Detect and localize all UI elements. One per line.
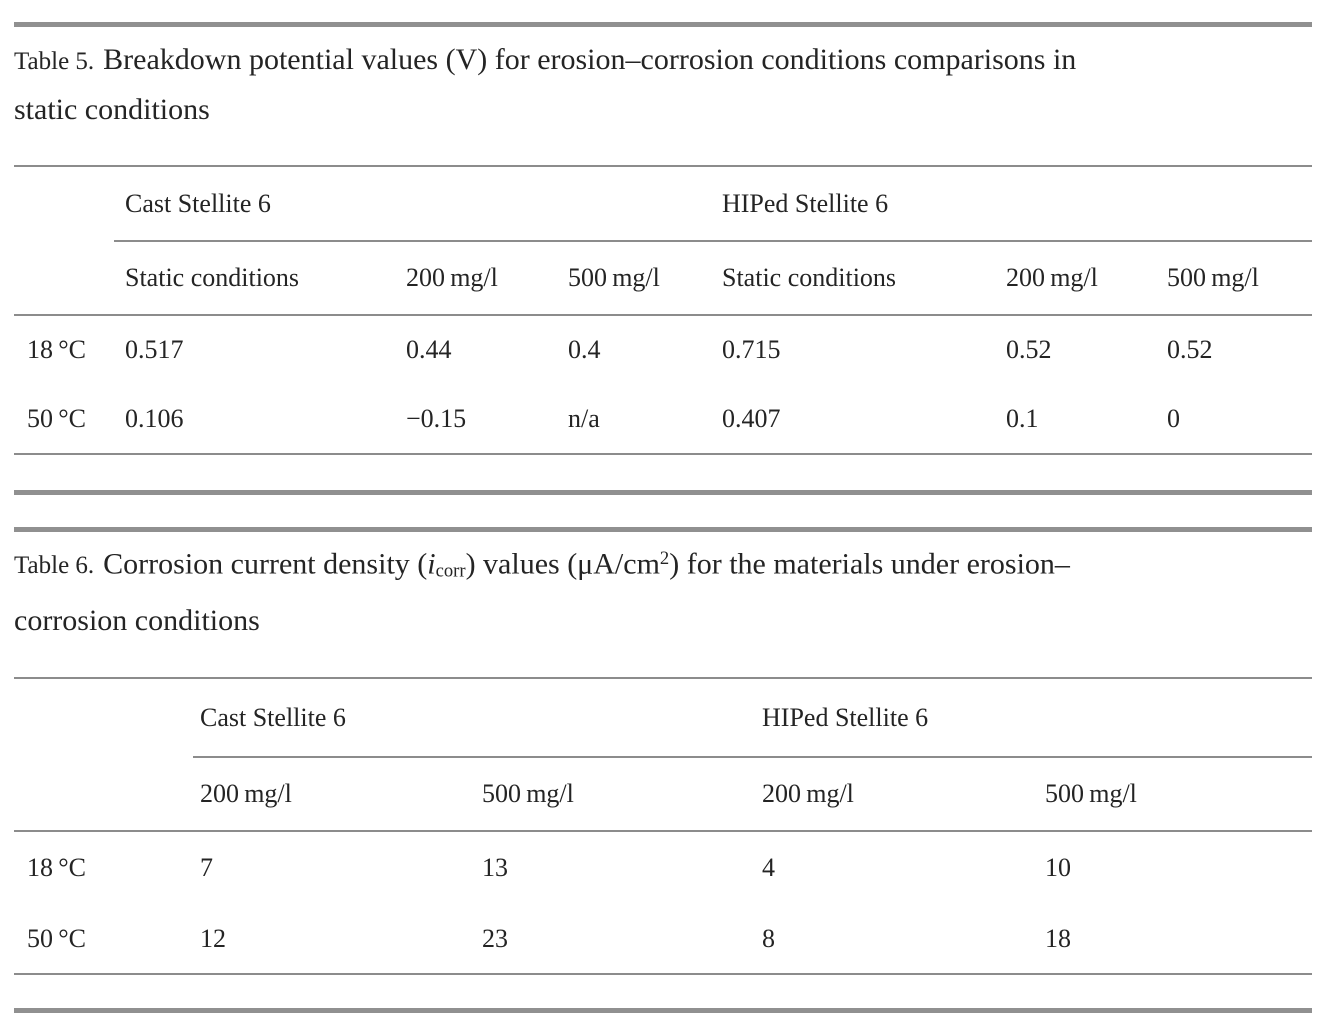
value-cell: 0.44 <box>406 335 452 364</box>
table6-row-18c: 18 °C 7 13 4 10 <box>14 831 1312 904</box>
row-label-cell: 18 °C <box>27 335 86 364</box>
table5-caption-label: Table 5. <box>14 48 95 75</box>
value-cell: 18 <box>1045 904 1313 976</box>
table5-colheader-static-cast: Static conditions <box>114 241 406 316</box>
table6-bottom-gap <box>0 975 1336 1008</box>
between-tables-spacer <box>0 495 1336 527</box>
table6-caption-post: ) for the materials under erosion– <box>669 547 1070 581</box>
value-cell: 0.106 <box>114 384 406 455</box>
table6-block: Table 6. Corrosion current density (icorr… <box>0 527 1336 1014</box>
table5-colheader-static-hiped: Static conditions <box>722 241 1006 316</box>
table5-group-cast: Cast Stellite 6 <box>114 166 722 242</box>
table6-caption: Table 6. Corrosion current density (icorr… <box>0 532 1336 646</box>
table5-caption-gap <box>0 134 1336 165</box>
value-cell: 12 <box>193 904 482 976</box>
value-cell: 0.407 <box>722 384 1006 455</box>
table6-column-header-row: 200 mg/l 500 mg/l 200 mg/l 500 mg/l <box>14 757 1313 833</box>
table5-group-hiped: HIPed Stellite 6 <box>722 166 1313 242</box>
table5-row-50c: 50 °C 0.106 −0.15 n/a 0.407 0.1 0 <box>14 384 1313 455</box>
value-cell: n/a <box>568 384 722 455</box>
table6-caption-superscript: 2 <box>659 548 670 569</box>
table6-stub-cell <box>14 678 193 757</box>
row-label-cell: 50 °C <box>14 384 114 455</box>
table6-stub-cell <box>14 757 193 833</box>
table6-colheader-200-hiped: 200 mg/l <box>762 757 1046 833</box>
table5-caption-line1: Breakdown potential values (V) for erosi… <box>103 43 1077 76</box>
table5-column-header-row: Static conditions 200 mg/l 500 mg/l Stat… <box>14 241 1313 316</box>
table5: Cast Stellite 6 HIPed Stellite 6 Static … <box>14 165 1313 455</box>
table5-caption: Table 5. Breakdown potential values (V) f… <box>0 27 1336 134</box>
table5-caption-line2: static conditions <box>14 93 210 126</box>
table6-top-thick-rule <box>14 527 1312 532</box>
table6-colheader-500-cast: 500 mg/l <box>482 757 763 833</box>
table5-bottom-thick-rule <box>14 490 1312 495</box>
table6-row-50c: 50 °C 12 23 8 18 <box>14 904 1313 976</box>
table5-top-thick-rule <box>14 22 1312 27</box>
row-label-cell: 50 °C <box>14 904 193 976</box>
table5-stub-cell <box>14 166 114 241</box>
value-cell: 0.52 <box>1167 335 1213 364</box>
value-cell: 0.4 <box>568 335 601 364</box>
table5-colheader-200-hiped: 200 mg/l <box>1006 241 1167 316</box>
table6-caption-label: Table 6. <box>14 552 95 580</box>
table6-caption-variable: i <box>427 547 436 581</box>
table5-colheader-200-cast: 200 mg/l <box>406 241 568 316</box>
table6-caption-pre: Corrosion current density ( <box>103 547 428 581</box>
table6-group-header-row: Cast Stellite 6 HIPed Stellite 6 <box>14 678 1313 759</box>
value-cell: 7 <box>200 853 213 883</box>
table5-stub-cell <box>14 241 114 316</box>
table5-row-18c: 18 °C 0.517 0.44 0.4 0.715 0.52 0.52 <box>14 315 1312 384</box>
value-cell: 0.1 <box>1006 384 1167 455</box>
table5-colheader-500-hiped: 500 mg/l <box>1167 241 1313 316</box>
value-cell: 13 <box>482 853 508 883</box>
top-margin-spacer <box>0 0 1336 22</box>
table6-group-hiped: HIPed Stellite 6 <box>762 678 1313 759</box>
table6-caption-line2: corrosion conditions <box>14 604 260 638</box>
table5-colheader-500-cast: 500 mg/l <box>568 241 722 316</box>
value-cell: 0 <box>1167 384 1313 455</box>
table5-group-header-row: Cast Stellite 6 HIPed Stellite 6 <box>14 166 1313 242</box>
value-cell: 4 <box>762 853 776 883</box>
row-label-cell: 18 °C <box>27 853 86 883</box>
value-cell: −0.15 <box>406 384 568 455</box>
table6-caption-subscript: corr <box>435 560 466 582</box>
table5-block: Table 5. Breakdown potential values (V) f… <box>0 22 1336 495</box>
table6-colheader-500-hiped: 500 mg/l <box>1045 757 1313 833</box>
table6-caption-mid: ) values (μA/cm <box>465 547 660 581</box>
table5-bottom-gap <box>0 455 1336 490</box>
table6-colheader-200-cast: 200 mg/l <box>193 757 482 833</box>
table6-caption-gap <box>0 646 1336 677</box>
value-cell: 0.715 <box>722 335 781 364</box>
value-cell: 0.517 <box>125 335 184 364</box>
table6-group-cast: Cast Stellite 6 <box>193 678 763 759</box>
value-cell: 10 <box>1045 853 1072 883</box>
value-cell: 23 <box>482 904 763 976</box>
value-cell: 8 <box>762 904 1046 976</box>
table6: Cast Stellite 6 HIPed Stellite 6 200 mg/… <box>14 677 1313 976</box>
value-cell: 0.52 <box>1006 335 1052 364</box>
table6-bottom-thick-rule <box>14 1008 1312 1014</box>
